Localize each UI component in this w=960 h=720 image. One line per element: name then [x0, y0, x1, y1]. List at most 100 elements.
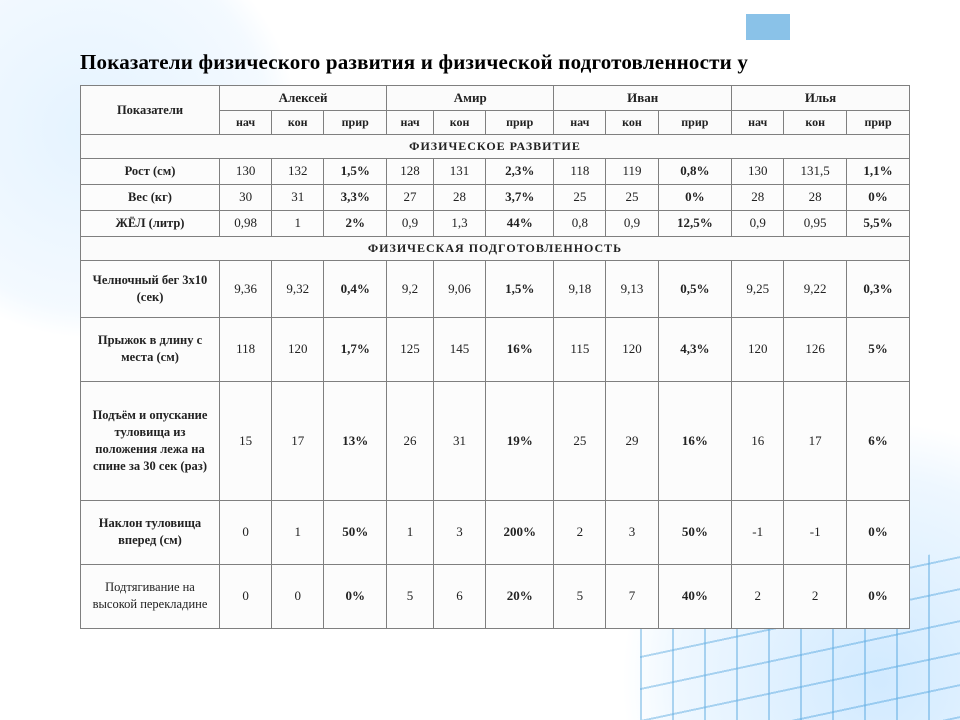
sub-growth: прир: [324, 111, 387, 135]
cell-growth: 1,1%: [847, 159, 910, 185]
cell: 9,32: [272, 260, 324, 317]
cell: 130: [732, 159, 784, 185]
cell: 25: [554, 381, 606, 500]
cell-growth: 200%: [486, 500, 554, 564]
cell-growth: 2,3%: [486, 159, 554, 185]
cell-growth: 50%: [658, 500, 732, 564]
row-label: Подтягивание на высокой перекладине: [81, 564, 220, 628]
cell-growth: 0%: [847, 500, 910, 564]
cell: 27: [387, 184, 434, 210]
cell-growth: 50%: [324, 500, 387, 564]
cell: 25: [554, 184, 606, 210]
cell: 120: [732, 317, 784, 381]
row-label: Подъём и опускание туловища из положения…: [81, 381, 220, 500]
header-student-alexei: Алексей: [220, 86, 387, 111]
cell: 15: [220, 381, 272, 500]
cell: 0,9: [606, 210, 658, 236]
cell: 26: [387, 381, 434, 500]
cell: 9,13: [606, 260, 658, 317]
cell: 28: [433, 184, 485, 210]
cell: 0: [272, 564, 324, 628]
row-shuttle: Челночный бег 3х10 (сек) 9,36 9,32 0,4% …: [81, 260, 910, 317]
cell: 9,22: [784, 260, 847, 317]
cell-growth: 0,8%: [658, 159, 732, 185]
cell: 131,5: [784, 159, 847, 185]
row-situp: Подъём и опускание туловища из положения…: [81, 381, 910, 500]
cell: 3: [606, 500, 658, 564]
sub-end: кон: [272, 111, 324, 135]
cell-growth: 12,5%: [658, 210, 732, 236]
sub-growth: прир: [847, 111, 910, 135]
cell-growth: 1,5%: [324, 159, 387, 185]
cell: 2: [784, 564, 847, 628]
cell: 132: [272, 159, 324, 185]
cell: 17: [272, 381, 324, 500]
cell: 7: [606, 564, 658, 628]
cell: 2: [732, 564, 784, 628]
cell: 120: [272, 317, 324, 381]
cell: 5: [554, 564, 606, 628]
cell: 115: [554, 317, 606, 381]
cell-growth: 44%: [486, 210, 554, 236]
row-jump: Прыжок в длину с места (см) 118 120 1,7%…: [81, 317, 910, 381]
cell: 1: [272, 500, 324, 564]
cell: 125: [387, 317, 434, 381]
cell: 9,36: [220, 260, 272, 317]
cell-growth: 40%: [658, 564, 732, 628]
cell: 9,2: [387, 260, 434, 317]
sub-start: нач: [732, 111, 784, 135]
cell: 0: [220, 564, 272, 628]
cell: 1: [272, 210, 324, 236]
cell-growth: 0,3%: [847, 260, 910, 317]
row-bend: Наклон туловища вперед (см) 0 1 50% 1 3 …: [81, 500, 910, 564]
cell-growth: 3,3%: [324, 184, 387, 210]
cell: 0,98: [220, 210, 272, 236]
sub-end: кон: [433, 111, 485, 135]
cell-growth: 0%: [658, 184, 732, 210]
sub-start: нач: [220, 111, 272, 135]
cell: 16: [732, 381, 784, 500]
cell: 9,25: [732, 260, 784, 317]
row-label: Челночный бег 3х10 (сек): [81, 260, 220, 317]
header-student-amir: Амир: [387, 86, 554, 111]
cell: 0,9: [387, 210, 434, 236]
cell: 131: [433, 159, 485, 185]
cell: 0,9: [732, 210, 784, 236]
cell: 130: [220, 159, 272, 185]
sub-end: кон: [606, 111, 658, 135]
section-development: ФИЗИЧЕСКОЕ РАЗВИТИЕ: [81, 135, 910, 159]
cell: 29: [606, 381, 658, 500]
cell: 1: [387, 500, 434, 564]
row-weight: Вес (кг) 30 31 3,3% 27 28 3,7% 25 25 0% …: [81, 184, 910, 210]
cell: 128: [387, 159, 434, 185]
row-label: ЖЁЛ (литр): [81, 210, 220, 236]
cell: -1: [784, 500, 847, 564]
cell-growth: 5%: [847, 317, 910, 381]
cell: 3: [433, 500, 485, 564]
row-label: Прыжок в длину с места (см): [81, 317, 220, 381]
cell-growth: 13%: [324, 381, 387, 500]
row-pullup: Подтягивание на высокой перекладине 0 0 …: [81, 564, 910, 628]
header-student-ilya: Илья: [732, 86, 910, 111]
cell-growth: 4,3%: [658, 317, 732, 381]
cell-growth: 3,7%: [486, 184, 554, 210]
cell: 118: [220, 317, 272, 381]
cell-growth: 16%: [486, 317, 554, 381]
page-title: Показатели физического развития и физиче…: [80, 50, 910, 75]
sub-start: нач: [387, 111, 434, 135]
sub-start: нач: [554, 111, 606, 135]
cell-growth: 16%: [658, 381, 732, 500]
header-row-students: Показатели Алексей Амир Иван Илья: [81, 86, 910, 111]
section-fitness: ФИЗИЧЕСКАЯ ПОДГОТОВЛЕННОСТЬ: [81, 236, 910, 260]
cell-growth: 5,5%: [847, 210, 910, 236]
cell: 5: [387, 564, 434, 628]
cell: 17: [784, 381, 847, 500]
sub-growth: прир: [486, 111, 554, 135]
cell: 1,3: [433, 210, 485, 236]
cell: -1: [732, 500, 784, 564]
cell-growth: 1,5%: [486, 260, 554, 317]
cell-growth: 0%: [847, 564, 910, 628]
row-label: Вес (кг): [81, 184, 220, 210]
cell: 9,06: [433, 260, 485, 317]
cell: 28: [732, 184, 784, 210]
